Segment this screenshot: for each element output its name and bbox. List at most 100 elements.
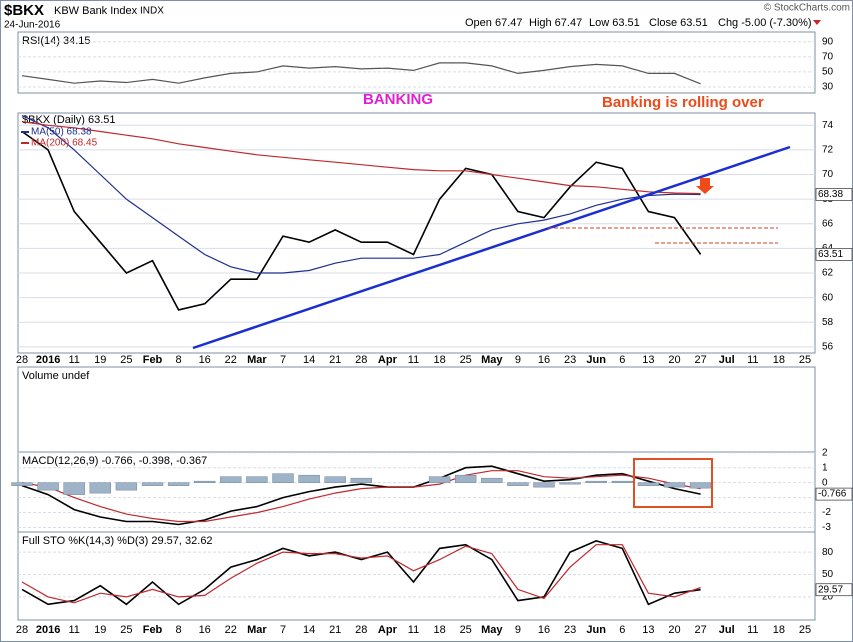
x-tick-label: 20 [668, 354, 680, 366]
x-tick-label: 6 [619, 624, 625, 636]
x-tick-label: 19 [94, 354, 106, 366]
x-tick-label: 11 [747, 624, 758, 636]
x-tick-label: 25 [799, 354, 811, 366]
x-tick-label: Jul [719, 354, 735, 366]
low: Low 63.51 [589, 17, 640, 29]
x-tick-label: 16 [538, 624, 550, 636]
x-tick-label: 28 [355, 624, 367, 636]
y-tick-label: 66 [822, 218, 834, 229]
x-tick-label: 21 [329, 354, 341, 366]
y-tick-label: 74 [822, 120, 834, 131]
change: Chg -5.00 (-7.30%) [718, 17, 812, 29]
x-tick-label: 22 [225, 624, 237, 636]
y-tick-label: 90 [822, 36, 834, 47]
x-tick-label: 25 [799, 624, 811, 636]
x-tick-label: 28 [16, 354, 28, 366]
x-tick-label: 8 [176, 354, 182, 366]
highlight-box [633, 458, 713, 508]
histogram-bar [11, 482, 33, 486]
x-tick-label: 14 [303, 624, 315, 636]
y-tick-label: 70 [822, 169, 834, 180]
histogram-bar [37, 482, 59, 491]
x-tick-label: 27 [694, 354, 706, 366]
x-tick-label: May [481, 624, 503, 636]
x-tick-label: 18 [433, 624, 445, 636]
y-tick-label: 56 [822, 341, 834, 352]
histogram-bar [298, 474, 320, 483]
y-tick-label: 20 [822, 592, 834, 603]
symbol: $BKX [4, 2, 44, 19]
x-tick-label: 16 [199, 354, 211, 366]
panel-title: Volume undef [22, 370, 90, 382]
y-tick-label: -3 [822, 522, 831, 533]
histogram-bar [585, 480, 607, 483]
x-tick-label: 28 [16, 624, 28, 636]
x-tick-label: 9 [515, 354, 521, 366]
date: 24-Jun-2016 [4, 20, 61, 31]
x-tick-label: 23 [564, 624, 576, 636]
y-tick-label: 72 [822, 145, 834, 156]
histogram-bar [533, 482, 555, 488]
x-tick-label: 2016 [36, 354, 60, 366]
x-tick-label: 25 [460, 354, 472, 366]
x-tick-label: Apr [378, 354, 398, 366]
y-tick-label: 1 [822, 462, 828, 473]
histogram-bar [611, 480, 633, 483]
value-box [815, 188, 853, 201]
x-tick-label: 9 [515, 624, 521, 636]
value-label: 29.57 [818, 584, 843, 595]
histogram-bar [63, 482, 85, 495]
series-line [21, 540, 701, 606]
x-tick-label: Mar [247, 624, 267, 636]
series-line [21, 62, 701, 85]
y-tick-label: 50 [822, 67, 834, 78]
x-tick-label: 13 [642, 354, 654, 366]
source: © StockCharts.com [764, 3, 850, 14]
panel-title: MACD(12,26,9) -0.766, -0.398, -0.367 [22, 455, 207, 467]
panel [17, 31, 816, 94]
panel-title: RSI(14) 34.15 [22, 35, 90, 47]
open: Open 67.47 [465, 17, 523, 29]
x-tick-label: 21 [329, 624, 341, 636]
x-tick-label: 11 [747, 354, 758, 366]
index-name: KBW Bank Index [54, 5, 138, 17]
histogram-bar [324, 476, 346, 483]
series-line [21, 470, 701, 523]
histogram-bar [481, 477, 503, 483]
y-tick-label: -2 [822, 507, 831, 518]
x-tick-label: 16 [538, 354, 550, 366]
legend-entry: MA(50) 68.38 [31, 127, 92, 138]
histogram-bar [559, 482, 581, 485]
arrow [696, 178, 714, 194]
value-box [815, 248, 853, 261]
x-tick-label: 18 [773, 354, 785, 366]
x-tick-label: 11 [408, 624, 419, 636]
histogram-bar [350, 477, 372, 483]
x-tick-label: 7 [280, 354, 286, 366]
y-tick-label: 30 [822, 82, 834, 93]
x-tick-label: 23 [564, 354, 576, 366]
x-tick-label: Jun [586, 354, 606, 366]
x-tick-label: 25 [120, 624, 132, 636]
x-tick-label: 6 [619, 354, 625, 366]
legend-entry: MA(200) 68.45 [31, 138, 98, 149]
histogram-bar [663, 482, 686, 488]
y-tick-label: 62 [822, 268, 834, 279]
histogram-bar [428, 476, 451, 483]
x-tick-label: 28 [355, 354, 367, 366]
x-tick-label: 19 [94, 624, 106, 636]
down-arrow [813, 20, 821, 25]
series-line [21, 114, 701, 274]
panel-title: $BKX (Daily) 63.51 [22, 114, 116, 126]
x-tick-label: 13 [642, 624, 654, 636]
y-tick-label: 70 [822, 51, 834, 62]
histogram-bar [637, 482, 660, 486]
x-tick-label: 25 [460, 624, 472, 636]
series-line [21, 121, 701, 195]
value-box [815, 487, 853, 501]
value-box [815, 583, 853, 597]
y-tick-label: 2 [822, 447, 828, 458]
histogram-bar [89, 482, 111, 494]
y-tick-label: 0 [822, 477, 828, 488]
